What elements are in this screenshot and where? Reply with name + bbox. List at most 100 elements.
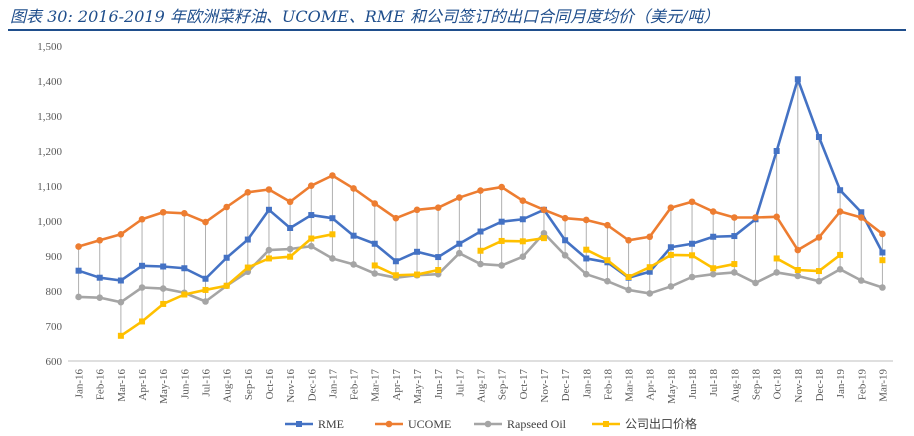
data-point <box>625 274 632 280</box>
data-point <box>181 291 188 298</box>
x-tick-label: Mar-18 <box>624 369 636 402</box>
data-point <box>773 255 780 262</box>
data-point <box>413 206 421 214</box>
data-point <box>794 267 801 273</box>
data-point <box>350 261 357 268</box>
data-point <box>625 286 632 294</box>
data-point <box>540 229 548 237</box>
x-tick-label: Oct-18 <box>772 369 784 400</box>
data-point <box>477 228 484 235</box>
x-tick-label: Jul-18 <box>708 369 720 397</box>
legend-label: RME <box>318 417 344 431</box>
legend-item: 公司出口价格 <box>592 416 697 431</box>
x-tick-label: Sep-17 <box>497 369 509 401</box>
data-point <box>667 283 675 290</box>
x-tick-label: Jun-18 <box>687 369 699 399</box>
data-point <box>287 225 294 231</box>
data-point <box>710 265 717 272</box>
x-tick-label: Jan-19 <box>835 369 847 399</box>
x-tick-label: Aug-17 <box>476 369 488 403</box>
data-point <box>583 255 590 262</box>
data-point <box>815 277 823 285</box>
data-point <box>837 187 844 194</box>
legend-swatch-marker <box>385 420 393 428</box>
data-point <box>287 253 294 260</box>
y-tick-label: 1,300 <box>37 111 62 123</box>
data-point <box>202 218 209 226</box>
data-point <box>879 284 886 291</box>
data-point <box>371 240 378 247</box>
data-point <box>244 264 251 271</box>
x-tick-label: Apr-17 <box>391 369 403 401</box>
data-point <box>498 237 505 244</box>
legend-label: 公司出口价格 <box>625 416 697 431</box>
data-point <box>139 262 146 269</box>
data-point <box>202 275 209 282</box>
data-point <box>265 255 272 262</box>
data-point <box>794 76 801 83</box>
data-point <box>117 231 125 238</box>
data-point <box>667 244 674 251</box>
data-point <box>857 277 865 284</box>
x-tick-label: Mar-17 <box>370 369 382 402</box>
data-point <box>689 240 696 247</box>
data-point <box>392 258 399 265</box>
data-point <box>583 246 590 253</box>
data-point <box>265 206 272 213</box>
x-tick-label: May-16 <box>158 369 170 404</box>
data-point <box>519 253 527 260</box>
data-point <box>477 247 484 254</box>
x-tick-label: Oct-16 <box>264 369 276 400</box>
data-point <box>604 257 611 264</box>
data-point <box>307 242 315 250</box>
series-line <box>374 264 439 277</box>
legend-label: Rapseed Oil <box>507 417 567 431</box>
data-point <box>688 273 696 281</box>
data-point <box>625 236 632 244</box>
data-point <box>329 172 336 179</box>
x-tick-label: Oct-17 <box>518 369 530 400</box>
data-point <box>286 245 294 253</box>
data-point <box>731 269 738 276</box>
data-point <box>688 198 696 206</box>
y-tick-label: 800 <box>46 286 63 298</box>
high-low-lines <box>78 79 883 336</box>
series-line <box>776 253 841 273</box>
series-3 <box>117 231 886 339</box>
data-point <box>582 216 590 224</box>
data-point <box>477 187 484 194</box>
x-tick-label: Jun-16 <box>179 369 191 399</box>
data-point <box>181 265 188 272</box>
title-underline <box>8 29 906 31</box>
data-point <box>96 294 104 301</box>
x-tick-label: Dec-18 <box>814 369 826 402</box>
chart-title: 图表 30: 2016-2019 年欧洲菜籽油、UCOME、RME 和公司签订的… <box>10 7 720 26</box>
x-tick-label: Jul-17 <box>454 369 466 397</box>
data-point <box>477 260 484 268</box>
x-axis: Jan-16 Feb-16 Mar-16 Apr-16 May-16 Jun-16 Jul-… <box>68 360 893 404</box>
legend-item: Rapseed Oil <box>474 417 567 431</box>
y-tick-label: 900 <box>46 251 63 263</box>
data-point <box>138 284 146 291</box>
data-point <box>308 235 315 242</box>
x-tick-label: Nov-17 <box>539 369 551 403</box>
data-point <box>794 272 802 280</box>
data-point <box>435 254 442 261</box>
data-point <box>159 208 167 216</box>
data-point <box>202 286 209 293</box>
data-point <box>117 298 125 306</box>
data-point <box>223 282 230 289</box>
data-point <box>307 182 315 189</box>
x-tick-label: Feb-16 <box>95 369 107 401</box>
data-point <box>646 233 654 241</box>
data-point <box>519 197 527 204</box>
data-point <box>857 214 865 221</box>
y-tick-label: 700 <box>46 321 63 333</box>
data-point <box>350 185 357 192</box>
data-point <box>879 257 886 264</box>
data-point <box>582 270 590 278</box>
data-point <box>265 246 273 254</box>
data-point <box>371 200 379 207</box>
legend-item: RME <box>285 417 344 431</box>
series-layer <box>75 76 886 339</box>
